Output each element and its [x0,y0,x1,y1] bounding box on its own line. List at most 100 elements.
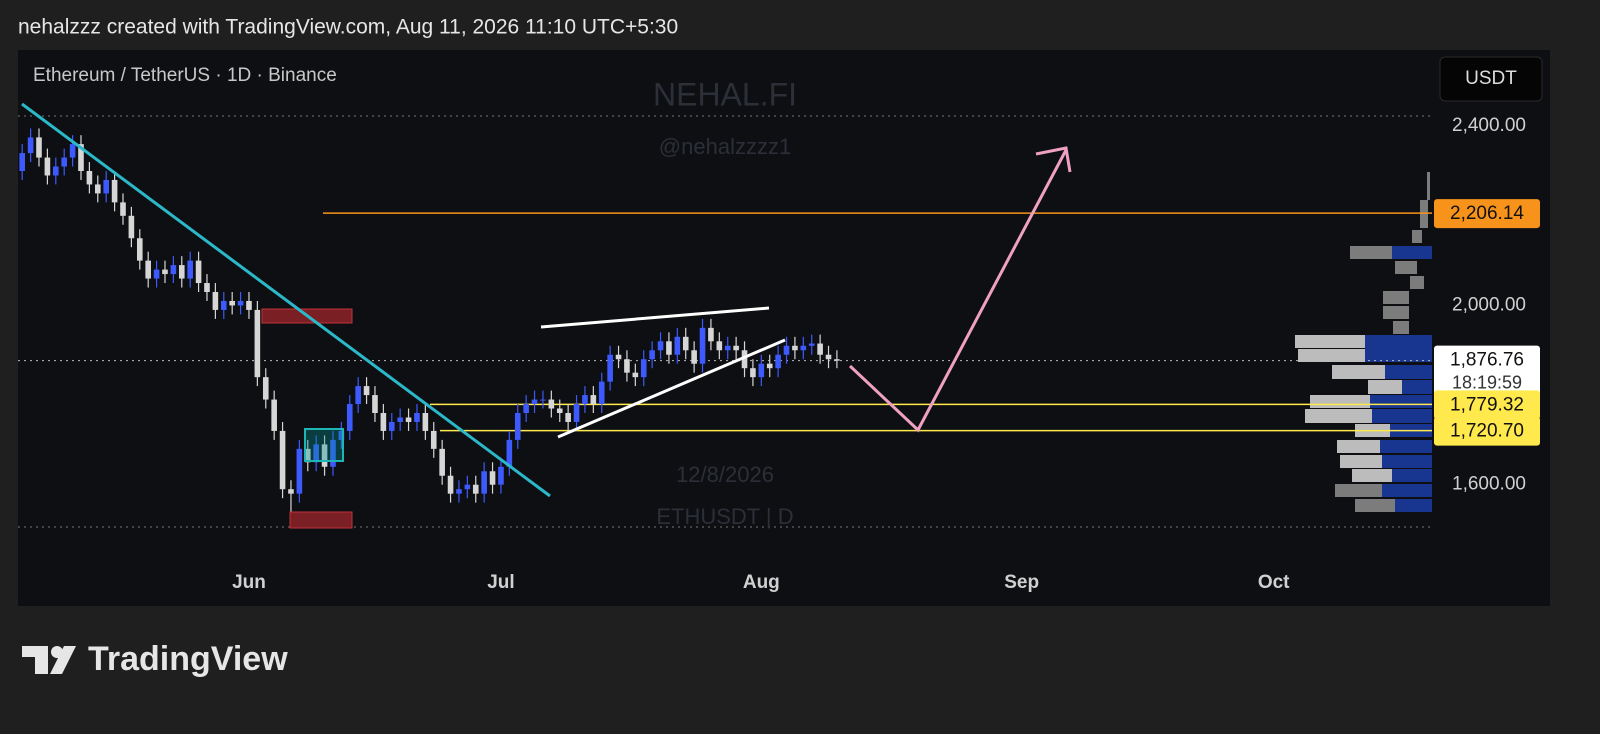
candle-body [724,345,731,351]
profile-bar [1392,246,1432,259]
candle-body [808,343,815,346]
candle-body [195,260,202,284]
projection-path [848,149,1068,433]
candle-body [355,386,361,405]
candle-body [640,359,647,378]
candle-body [397,417,403,422]
profile-bar [1412,230,1422,243]
price-tag [1434,390,1540,420]
currency-label[interactable]: USDT [1465,68,1517,89]
candle-body [44,157,51,176]
candle-body [741,350,748,369]
order-block [304,428,344,462]
candle-body [346,404,353,431]
profile-bar [1395,261,1417,274]
countdown: 18:19:59 [1452,372,1522,392]
candle-body [254,309,261,378]
currency-button[interactable] [1439,56,1543,102]
candle-body [86,171,93,185]
candle-body [472,484,479,494]
x-tick-label: Jul [487,572,514,593]
candle-body [61,157,67,167]
candle-body [682,336,689,351]
candle-body [27,137,34,154]
x-tick-label: Oct [1258,572,1290,593]
profile-bar [1383,306,1409,319]
candle-body [548,399,555,409]
candle-body [514,413,521,440]
price-tag-label: 1,779.32 [1450,394,1524,415]
candle-body [716,341,723,351]
candle-body [766,363,773,369]
candle-body [657,341,664,351]
wedge-line [540,306,770,329]
candle-body [699,327,706,364]
candle-body [271,399,277,431]
candle-body [262,377,269,400]
candle-body [204,283,210,293]
candle-body [598,381,605,405]
profile-bar [1427,172,1430,200]
projection-arrowhead [1035,146,1072,173]
candle-body [498,466,504,485]
candle-body [632,372,639,378]
candle-body [607,354,613,382]
price-tag-label: 1,720.70 [1450,421,1524,442]
candle-body [775,354,781,369]
candle-body [237,300,244,306]
profile-bar [1372,409,1432,423]
logo-icon [22,646,76,674]
candle-body [178,265,185,279]
candle-body [78,144,84,172]
profile-bar [1337,440,1380,453]
profile-bar [1382,484,1432,497]
watermark: ETHUSDT | D [656,504,793,529]
candle-body [338,430,345,440]
candle-body [481,471,487,494]
candle-body [380,413,387,431]
candle-body [456,489,462,494]
candle-body [834,359,840,361]
candle-body [229,300,235,306]
candle-body [170,265,177,275]
candle-body [279,430,286,490]
candle-body [388,421,395,431]
candle-body [69,144,76,158]
candle-body [103,179,109,194]
candle-body [489,471,496,485]
profile-bar [1355,499,1395,512]
candle-body [422,413,429,431]
symbol-title: Ethereum / TetherUS · 1D · Binance [33,65,337,86]
candle-body [523,404,529,414]
candle-body [792,345,798,351]
candle-body [330,439,336,467]
candle-body [464,484,471,490]
profile-bar [1365,335,1432,362]
candle-body [624,359,630,373]
y-tick-label: 2,000.00 [1452,294,1526,315]
watermark: NEHAL.FI [653,76,797,112]
candle-body [430,430,437,449]
candle-body [363,386,370,396]
profile-bar [1295,335,1365,348]
candle-body [750,368,756,378]
x-tick-label: Aug [743,572,780,593]
profile-bar [1393,321,1409,334]
profile-bar [1402,380,1432,394]
candle-body [674,336,681,355]
candle-body [666,341,672,355]
candle-body [246,300,252,310]
x-tick-label: Jun [232,572,266,593]
candle-body [296,448,303,494]
candle-body [19,153,25,172]
candle-body [565,413,571,422]
candle-body [187,260,193,279]
profile-bar [1395,499,1432,512]
demand-zone [289,511,353,529]
candle-body [120,202,126,216]
candle-body [128,215,135,239]
candle-body [439,448,445,476]
profile-bar [1382,455,1432,468]
candle-body [36,137,42,158]
